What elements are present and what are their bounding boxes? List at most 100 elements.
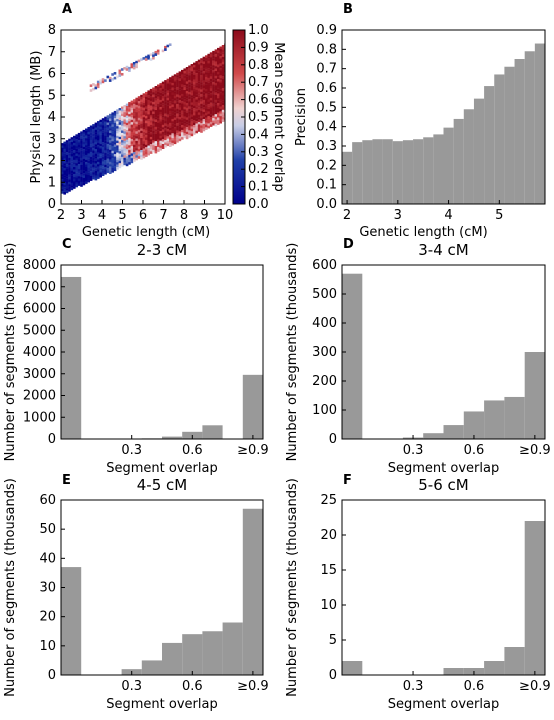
- heatmap-cell: [171, 102, 174, 105]
- heatmap-cell: [77, 132, 81, 136]
- heatmap-cell: [82, 182, 86, 186]
- heatmap-cell: [85, 147, 88, 151]
- heatmap-cell: [217, 69, 220, 73]
- heatmap-cell: [130, 136, 134, 140]
- heatmap-cell: [101, 125, 105, 128]
- heatmap-cell: [200, 96, 203, 100]
- heatmap-cell: [205, 124, 208, 128]
- heatmap-cell: [154, 102, 158, 106]
- heatmap-cell: [145, 113, 148, 117]
- heatmap-cell: [118, 129, 122, 133]
- heatmap-cell: [166, 81, 170, 84]
- heatmap-cell: [68, 169, 71, 173]
- bar: [402, 140, 414, 204]
- heatmap-cell: [111, 136, 114, 139]
- heatmap-cell: [75, 146, 78, 149]
- bar: [61, 567, 82, 675]
- heatmap-cell: [92, 155, 95, 158]
- heatmap-cell: [183, 128, 186, 131]
- heatmap-cell: [135, 124, 138, 127]
- heatmap-cell: [164, 108, 167, 112]
- heatmap-cell: [209, 93, 213, 96]
- heatmap-cell: [176, 120, 179, 124]
- heatmap-cell: [195, 73, 198, 76]
- heatmap-cell: [205, 88, 208, 92]
- heatmap-cell: [135, 100, 138, 103]
- heatmap-cell: [82, 149, 86, 152]
- heatmap-cell: [137, 101, 141, 104]
- heatmap-cell: [212, 108, 215, 112]
- heatmap-cell: [65, 178, 69, 182]
- heatmap-cell: [85, 176, 88, 180]
- heatmap-cell: [181, 69, 184, 73]
- heatmap-cell: [109, 118, 112, 122]
- heatmap-cell: [128, 157, 131, 160]
- heatmap-cell: [183, 97, 186, 100]
- heatmap-cell: [207, 61, 210, 64]
- y-tick-label: 20: [320, 528, 337, 543]
- heatmap-cell: [82, 177, 86, 181]
- heatmap-cell: [80, 155, 83, 158]
- heatmap-cell: [181, 120, 184, 123]
- heatmap-cell: [106, 120, 110, 123]
- heatmap-cell: [181, 115, 184, 119]
- heatmap-cell: [209, 105, 213, 108]
- heatmap-cell: [125, 144, 129, 147]
- heatmap-cell: [173, 134, 177, 137]
- heatmap-cell: [214, 54, 218, 57]
- heatmap-cell: [209, 61, 213, 65]
- heatmap-cell: [181, 105, 184, 109]
- heatmap-cell: [157, 149, 160, 152]
- heatmap-cell: [77, 152, 81, 155]
- heatmap-cell: [61, 191, 64, 194]
- heatmap-cell: [152, 87, 155, 91]
- heatmap-cell: [159, 83, 162, 86]
- heatmap-cell: [121, 108, 124, 112]
- heatmap-cell: [113, 113, 117, 116]
- heatmap-cell: [200, 123, 203, 126]
- heatmap-cell: [219, 120, 222, 124]
- heatmap-cell: [145, 139, 148, 143]
- heatmap-cell: [89, 84, 93, 87]
- heatmap-cell: [130, 153, 134, 156]
- heatmap-cell: [205, 67, 208, 70]
- heatmap-cell: [109, 166, 112, 170]
- heatmap-cell: [207, 73, 210, 76]
- heatmap-cell: [132, 62, 136, 65]
- heatmap-cell: [173, 124, 177, 128]
- heatmap-cell: [128, 130, 131, 134]
- heatmap-cell: [145, 108, 148, 112]
- heatmap-cell: [214, 123, 218, 127]
- y-tick-label: 0: [329, 432, 337, 447]
- heatmap-cell: [221, 85, 225, 89]
- heatmap-cell: [94, 134, 98, 138]
- heatmap-cell: [140, 133, 143, 136]
- heatmap-cell: [221, 119, 225, 122]
- heatmap-cell: [169, 120, 172, 123]
- heatmap-cell: [181, 81, 184, 85]
- heatmap-cell: [164, 94, 167, 98]
- heatmap-cell: [183, 90, 186, 93]
- heatmap-cell: [130, 143, 134, 147]
- heatmap-cell: [99, 138, 102, 142]
- heatmap-cell: [104, 126, 107, 129]
- heatmap-cell: [212, 103, 215, 107]
- heatmap-cell: [212, 62, 215, 66]
- heatmap-cell: [77, 161, 81, 165]
- bar: [524, 521, 545, 675]
- heatmap-cell: [214, 49, 218, 52]
- heatmap-cell: [142, 122, 146, 125]
- heatmap-cell: [164, 120, 167, 124]
- heatmap-cell: [212, 53, 215, 56]
- heatmap-cell: [147, 104, 150, 108]
- heatmap-cell: [85, 157, 88, 160]
- heatmap-cell: [73, 186, 76, 189]
- heatmap-cell: [82, 132, 86, 135]
- heatmap-cell: [161, 81, 165, 85]
- heatmap-cell: [161, 105, 165, 109]
- heatmap-cell: [106, 144, 110, 147]
- heatmap-cell: [214, 68, 218, 72]
- heatmap-cell: [135, 65, 138, 69]
- heatmap-cell: [178, 88, 182, 91]
